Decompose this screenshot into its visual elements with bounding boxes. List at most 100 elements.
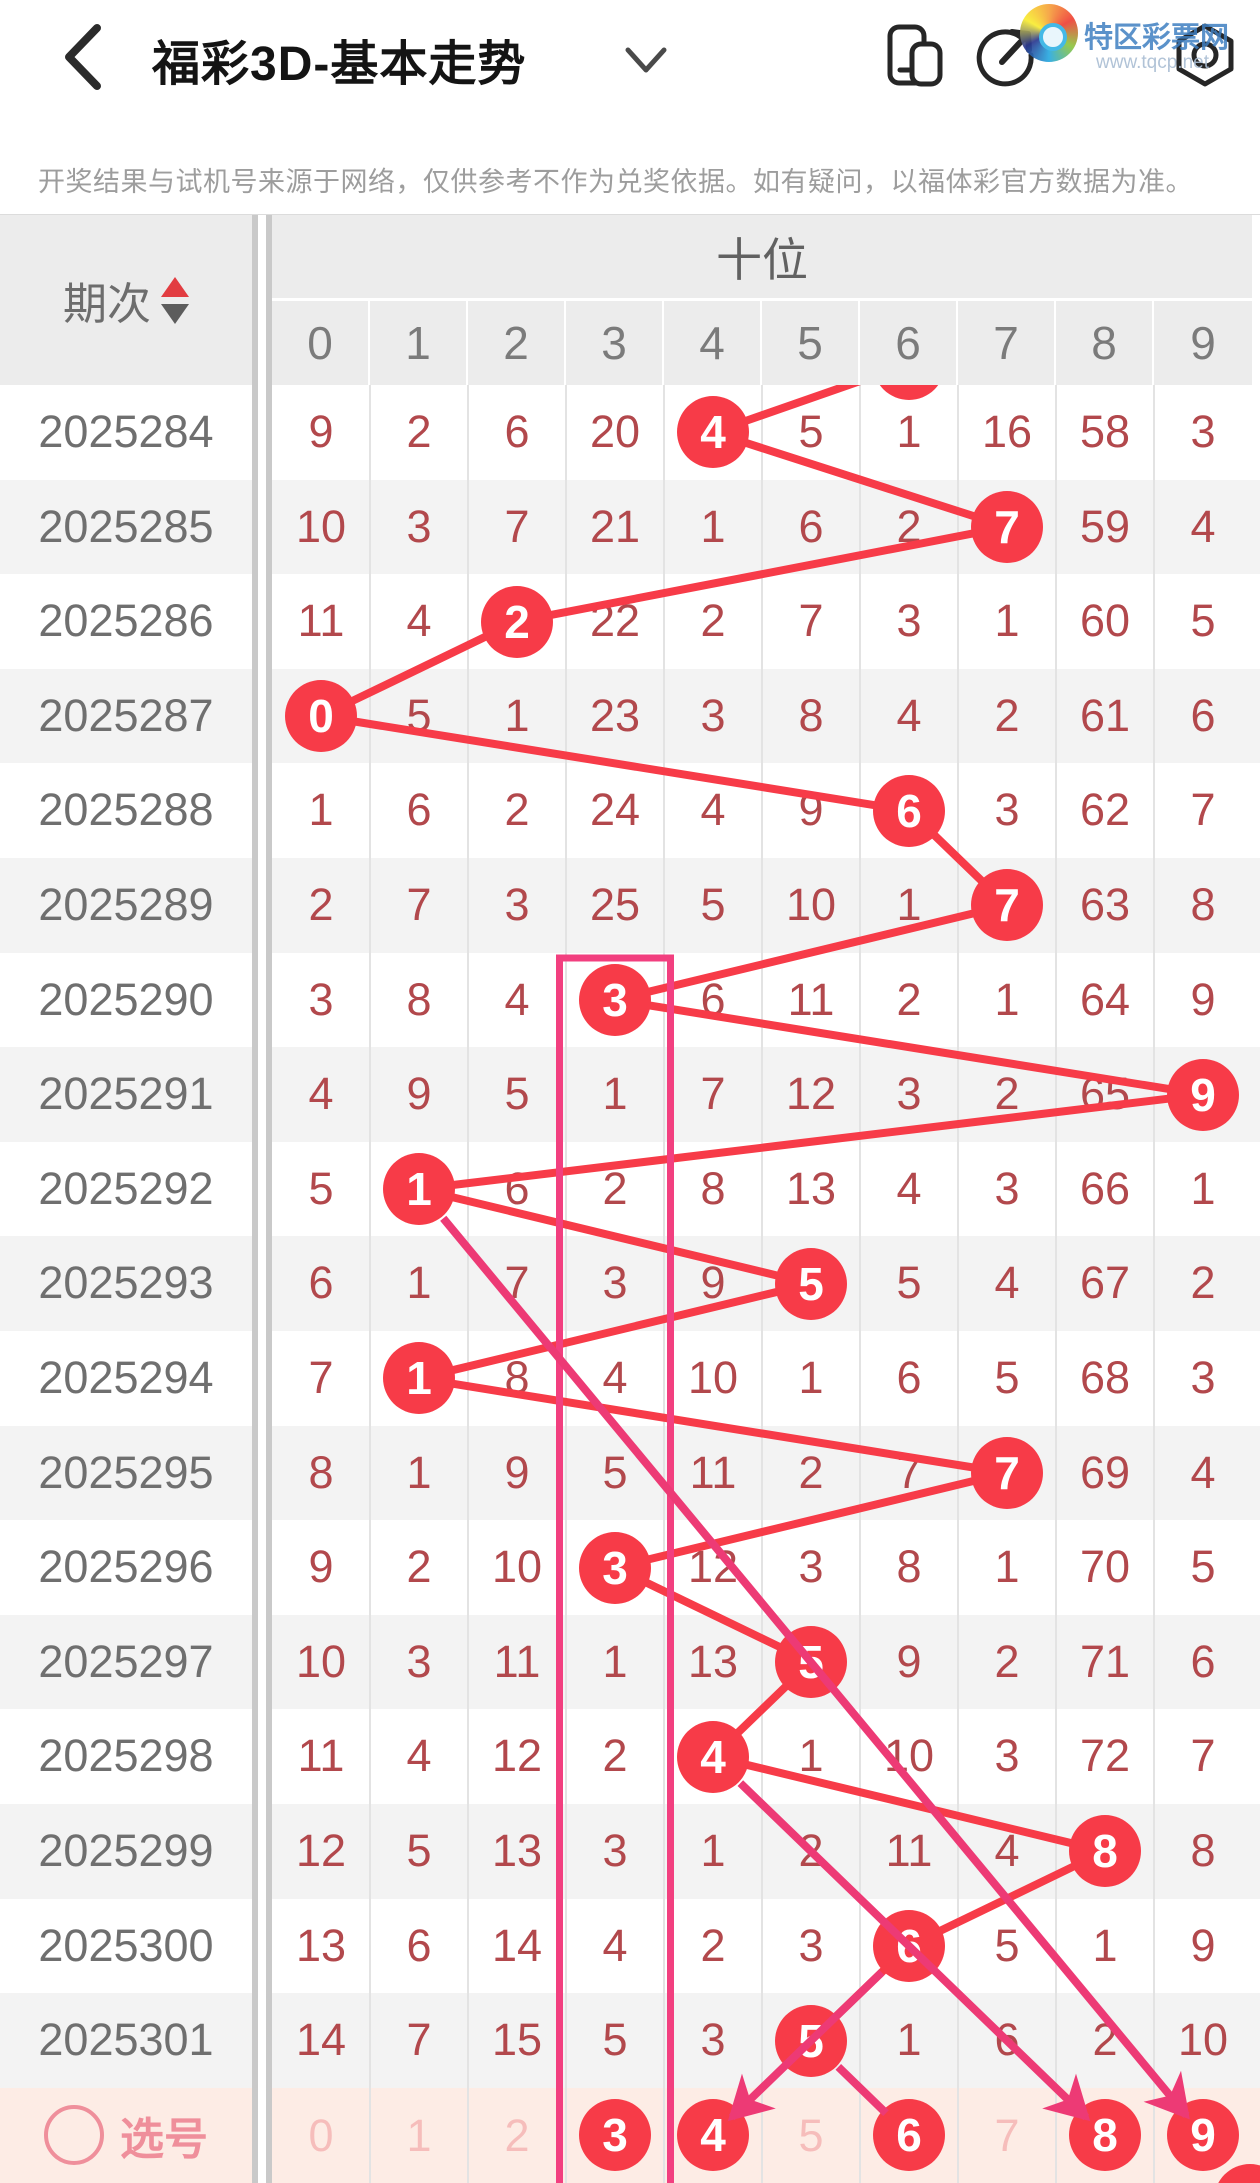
period-cell: 2025287 <box>38 689 214 741</box>
miss-count-cell: 3 <box>896 1068 922 1120</box>
miss-count-cell: 65 <box>1079 1068 1131 1120</box>
period-sort-header[interactable]: 期次 <box>0 215 252 385</box>
miss-count-cell: 10 <box>883 1730 935 1782</box>
period-cell: 2025292 <box>38 1162 214 1214</box>
table-row-2025295: 2025295 8 1 9 5 11 2 7 69 4 <box>0 1425 1260 1521</box>
miss-count-cell: 13 <box>785 1162 837 1214</box>
circle-outline-icon[interactable] <box>44 2105 104 2166</box>
miss-count-cell: 5 <box>994 1919 1020 1971</box>
digit-header-6: 6 <box>860 301 958 385</box>
sort-desc-icon <box>161 303 189 324</box>
period-cell: 2025291 <box>38 1068 214 1120</box>
page-title: 福彩3D-基本走势 <box>152 38 527 91</box>
miss-count-cell: 69 <box>1079 1446 1131 1498</box>
table-row-2025298: 2025298 11 4 12 2 1 10 3 72 7 <box>0 1709 1260 1804</box>
miss-count-cell: 62 <box>1079 784 1131 836</box>
miss-count-cell: 15 <box>491 2014 543 2066</box>
miss-count-cell: 66 <box>1079 1162 1131 1214</box>
selection-label: 选号 <box>0 2088 252 2183</box>
table-top-border <box>0 214 1260 215</box>
period-cell: 2025285 <box>38 500 214 552</box>
period-cell: 2025295 <box>38 1446 214 1498</box>
miss-count-cell: 1 <box>896 2014 922 2066</box>
miss-count-cell: 10 <box>491 1541 543 1593</box>
miss-count-cell: 11 <box>885 1825 933 1876</box>
miss-count-cell: 10 <box>785 879 837 930</box>
miss-count-cell: 10 <box>1177 2014 1229 2066</box>
miss-count-cell: 5 <box>896 1257 922 1309</box>
miss-count-cell: 2 <box>994 689 1020 741</box>
miss-count-cell: 58 <box>1079 406 1131 457</box>
pages-icon[interactable] <box>882 22 948 88</box>
table-row-2025301: 2025301 14 7 15 5 3 1 6 2 10 <box>0 1993 1260 2088</box>
miss-count-cell: 7 <box>406 879 432 930</box>
miss-count-cell: 25 <box>589 879 641 930</box>
sort-asc-icon <box>161 276 189 297</box>
grid-line <box>369 385 371 2183</box>
settings-nut-icon[interactable] <box>1172 22 1238 88</box>
title-dropdown-icon[interactable] <box>622 40 670 80</box>
group-header: 十位 <box>272 215 1252 301</box>
back-icon[interactable] <box>55 22 111 92</box>
selection-digit-7[interactable]: 7 <box>994 2109 1020 2161</box>
miss-count-cell: 4 <box>994 1257 1020 1309</box>
miss-count-cell: 6 <box>504 1162 530 1214</box>
digit-header-8: 8 <box>1056 301 1154 385</box>
miss-count-cell: 3 <box>1190 406 1216 457</box>
miss-count-cell: 3 <box>700 2014 726 2066</box>
miss-count-cell: 6 <box>700 973 726 1025</box>
period-cell: 2025288 <box>38 784 214 836</box>
miss-count-cell: 12 <box>491 1730 543 1782</box>
miss-count-cell: 3 <box>896 595 922 647</box>
miss-count-cell: 6 <box>1190 689 1216 741</box>
miss-count-cell: 3 <box>504 879 530 930</box>
selection-digit-1[interactable]: 1 <box>406 2109 432 2161</box>
column-divider <box>252 215 272 2183</box>
miss-count-cell: 2 <box>994 1635 1020 1687</box>
selection-digit-5[interactable]: 5 <box>798 2109 824 2161</box>
table-row-2025286: 2025286 11 4 22 2 7 3 1 60 5 <box>0 574 1260 669</box>
miss-count-cell: 2 <box>896 973 922 1025</box>
selection-digit-0[interactable]: 0 <box>308 2109 334 2161</box>
miss-count-cell: 2 <box>602 1730 628 1782</box>
miss-count-cell: 5 <box>798 406 824 457</box>
period-cell: 2025294 <box>38 1352 214 1403</box>
miss-count-cell: 2 <box>504 784 530 836</box>
miss-count-cell: 3 <box>602 1257 628 1309</box>
miss-count-cell: 9 <box>896 1635 922 1687</box>
miss-count-cell: 9 <box>700 1257 726 1309</box>
miss-count-cell: 7 <box>504 500 530 552</box>
disclaimer-text: 开奖结果与试机号来源于网络，仅供参考不作为兑奖依据。如有疑问，以福体彩官方数据为… <box>38 167 1193 197</box>
miss-count-cell: 14 <box>295 2014 347 2066</box>
miss-count-cell: 5 <box>504 1068 530 1120</box>
miss-count-cell: 2 <box>406 1541 432 1593</box>
miss-count-cell: 5 <box>1190 1541 1216 1593</box>
miss-count-cell: 12 <box>687 1541 739 1593</box>
miss-count-cell: 1 <box>602 1635 628 1687</box>
miss-count-cell: 10 <box>295 500 347 552</box>
table-row-2025297: 2025297 10 3 11 1 13 9 2 71 6 <box>0 1614 1260 1710</box>
miss-count-cell: 4 <box>700 784 726 836</box>
miss-count-cell: 4 <box>896 1162 922 1214</box>
miss-count-cell: 8 <box>406 973 432 1025</box>
miss-count-cell: 3 <box>798 1541 824 1593</box>
miss-count-cell: 1 <box>798 1352 824 1403</box>
miss-count-cell: 11 <box>689 1446 737 1498</box>
miss-count-cell: 1 <box>504 689 530 741</box>
grid-line <box>1055 385 1057 2183</box>
miss-count-cell: 8 <box>896 1541 922 1593</box>
miss-count-cell: 6 <box>406 1919 432 1971</box>
share-icon[interactable] <box>972 22 1038 88</box>
table-row-2025292: 2025292 5 6 2 8 13 4 3 66 1 <box>0 1142 1260 1237</box>
selection-row: 选号 0 1 2 5 7 <box>0 2087 1260 2183</box>
miss-count-cell: 5 <box>994 1352 1020 1403</box>
selection-digit-2[interactable]: 2 <box>504 2109 530 2161</box>
miss-count-cell: 21 <box>589 500 641 552</box>
period-cell: 2025290 <box>38 973 214 1025</box>
miss-count-cell: 5 <box>602 2014 628 2066</box>
miss-count-cell: 9 <box>798 784 824 836</box>
miss-count-cell: 2 <box>1092 2014 1118 2066</box>
table-row-2025291: 2025291 4 9 5 1 7 12 3 2 65 <box>0 1047 1260 1142</box>
miss-count-cell: 7 <box>700 1068 726 1120</box>
table-row-2025289: 2025289 2 7 3 25 5 10 1 63 8 <box>0 858 1260 953</box>
